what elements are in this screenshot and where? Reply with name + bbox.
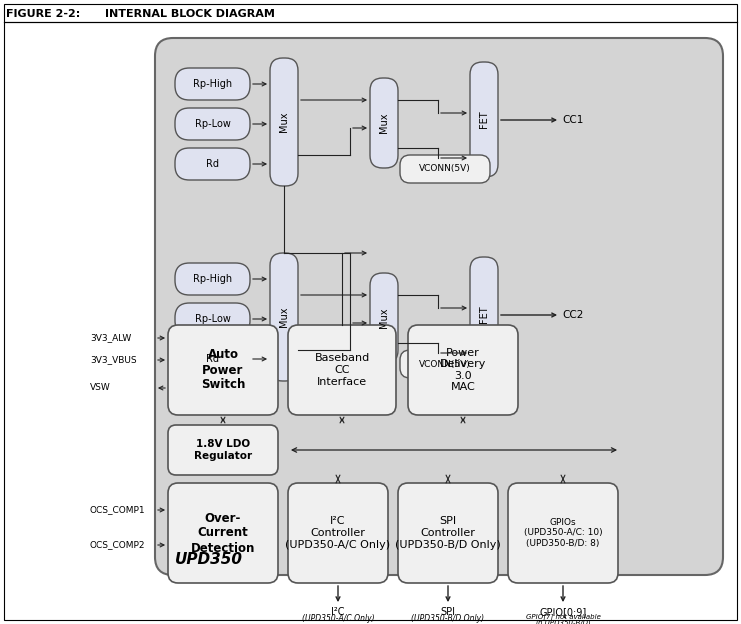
FancyBboxPatch shape <box>175 108 250 140</box>
FancyBboxPatch shape <box>168 325 278 415</box>
FancyBboxPatch shape <box>370 273 398 363</box>
Text: (UPD350-B/D Only): (UPD350-B/D Only) <box>411 614 485 623</box>
FancyBboxPatch shape <box>175 343 250 375</box>
Text: I²C
Controller
(UPD350-A/C Only): I²C Controller (UPD350-A/C Only) <box>285 517 391 550</box>
Text: Mux: Mux <box>279 307 289 327</box>
Text: CC1: CC1 <box>562 115 583 125</box>
FancyBboxPatch shape <box>470 62 498 177</box>
Text: Mux: Mux <box>379 113 389 134</box>
FancyBboxPatch shape <box>270 58 298 186</box>
Text: 3V3_VBUS: 3V3_VBUS <box>90 356 136 364</box>
FancyBboxPatch shape <box>175 68 250 100</box>
Text: GPIO[0:9]: GPIO[0:9] <box>539 607 587 617</box>
FancyBboxPatch shape <box>270 253 298 381</box>
Text: VSW: VSW <box>90 384 110 392</box>
Text: Rp-High: Rp-High <box>193 79 232 89</box>
Text: OCS_COMP2: OCS_COMP2 <box>90 540 145 550</box>
Text: I²C: I²C <box>331 607 345 617</box>
Text: 1.8V LDO
Regulator: 1.8V LDO Regulator <box>194 439 252 461</box>
Text: UPD350: UPD350 <box>175 552 243 567</box>
Text: Rp-Low: Rp-Low <box>195 314 230 324</box>
FancyBboxPatch shape <box>370 78 398 168</box>
Text: OCS_COMP1: OCS_COMP1 <box>90 505 146 515</box>
Text: SPI: SPI <box>440 607 456 617</box>
Text: Mux: Mux <box>279 112 289 132</box>
Text: FET: FET <box>479 110 489 129</box>
FancyBboxPatch shape <box>470 257 498 372</box>
Text: Rp-Low: Rp-Low <box>195 119 230 129</box>
Text: VCONN(5V): VCONN(5V) <box>419 359 471 369</box>
Text: GPIOs
(UPD350-A/C: 10)
(UPD350-B/D: 8): GPIOs (UPD350-A/C: 10) (UPD350-B/D: 8) <box>524 518 602 548</box>
Text: Mux: Mux <box>379 308 389 328</box>
Text: FET: FET <box>479 306 489 323</box>
Text: Rp-High: Rp-High <box>193 274 232 284</box>
Text: SPI
Controller
(UPD350-B/D Only): SPI Controller (UPD350-B/D Only) <box>395 517 501 550</box>
Text: INTERNAL BLOCK DIAGRAM: INTERNAL BLOCK DIAGRAM <box>105 9 275 19</box>
Text: Power
Delivery
3.0
MAC: Power Delivery 3.0 MAC <box>440 348 486 392</box>
Text: Rd: Rd <box>206 354 219 364</box>
FancyBboxPatch shape <box>398 483 498 583</box>
Text: Auto
Power
Switch: Auto Power Switch <box>201 348 245 391</box>
Text: (UPD350-A/C Only): (UPD350-A/C Only) <box>302 614 374 623</box>
FancyBboxPatch shape <box>155 38 723 575</box>
FancyBboxPatch shape <box>288 483 388 583</box>
Text: 3V3_ALW: 3V3_ALW <box>90 333 131 343</box>
FancyBboxPatch shape <box>400 155 490 183</box>
FancyBboxPatch shape <box>168 483 278 583</box>
Text: in UPD350-B/D): in UPD350-B/D) <box>536 619 591 624</box>
Text: VCONN(5V): VCONN(5V) <box>419 165 471 173</box>
FancyBboxPatch shape <box>175 303 250 335</box>
Text: Over-
Current
Detection: Over- Current Detection <box>191 512 255 555</box>
Text: GPIO[7] not available: GPIO[7] not available <box>525 613 600 620</box>
FancyBboxPatch shape <box>400 350 490 378</box>
FancyBboxPatch shape <box>168 425 278 475</box>
FancyBboxPatch shape <box>175 148 250 180</box>
FancyBboxPatch shape <box>508 483 618 583</box>
Text: CC2: CC2 <box>562 310 583 320</box>
Text: Rd: Rd <box>206 159 219 169</box>
FancyBboxPatch shape <box>175 263 250 295</box>
Text: FIGURE 2-2:: FIGURE 2-2: <box>6 9 80 19</box>
FancyBboxPatch shape <box>408 325 518 415</box>
FancyBboxPatch shape <box>288 325 396 415</box>
Text: Baseband
CC
Interface: Baseband CC Interface <box>314 353 370 387</box>
